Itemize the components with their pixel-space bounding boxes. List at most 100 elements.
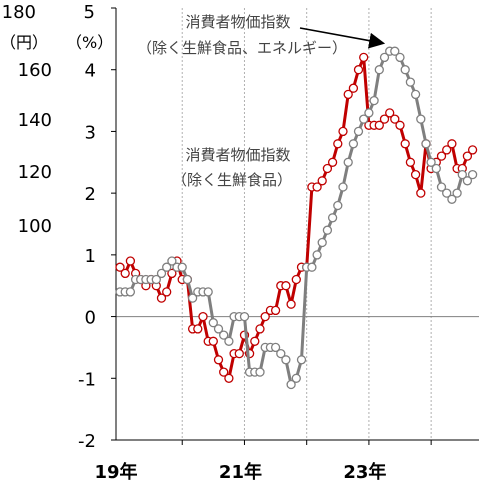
data-point xyxy=(436,151,447,161)
data-point xyxy=(260,311,270,322)
y-tick-label: 1 xyxy=(85,246,96,267)
left-axis-label-140: 140 xyxy=(18,110,52,131)
annotation-core-core-line1: 消費者物価指数 xyxy=(185,13,290,31)
data-point xyxy=(447,139,457,149)
data-point xyxy=(167,268,177,279)
y-tick-label: 2 xyxy=(85,184,96,205)
data-point xyxy=(467,169,478,180)
data-point xyxy=(462,151,473,161)
data-point xyxy=(286,379,296,390)
data-point xyxy=(343,89,353,100)
data-point xyxy=(156,268,167,279)
annotation-core-core: 消費者物価指数 （除く生鮮食品、エネルギー） xyxy=(137,13,386,57)
left-axis-label-180: 180 xyxy=(2,2,36,23)
data-point xyxy=(182,274,193,285)
data-point xyxy=(353,65,364,75)
data-point xyxy=(317,176,327,186)
data-point xyxy=(426,157,436,167)
data-point xyxy=(224,336,234,346)
data-point xyxy=(307,262,317,272)
x-tick-label: 19年 xyxy=(94,461,137,483)
data-point xyxy=(151,274,161,285)
data-point xyxy=(410,169,421,180)
y-tick-labels: -2 -1 0 1 2 3 4 xyxy=(78,61,96,452)
y-tick-label: 0 xyxy=(85,308,96,329)
data-point xyxy=(255,367,265,377)
data-point xyxy=(364,108,374,118)
series-line-core-core xyxy=(120,49,474,388)
left-axis-label-120: 120 xyxy=(18,162,52,183)
data-point xyxy=(286,299,296,309)
data-point xyxy=(291,274,301,285)
data-point xyxy=(198,311,208,322)
data-point xyxy=(405,157,416,167)
axes xyxy=(111,7,479,445)
data-point xyxy=(322,163,333,174)
data-point xyxy=(187,293,198,303)
series-core xyxy=(115,52,478,383)
data-point xyxy=(270,305,281,316)
data-point xyxy=(115,262,125,272)
y-tick-label: -2 xyxy=(78,431,96,452)
y-tick-label: 3 xyxy=(85,122,96,143)
series-layer xyxy=(115,46,478,390)
data-point xyxy=(374,65,384,75)
data-point xyxy=(348,83,359,93)
data-point xyxy=(281,281,291,291)
data-point xyxy=(385,108,395,118)
data-point xyxy=(338,126,348,137)
data-point xyxy=(219,330,229,340)
y-tick-label-5: 5 xyxy=(84,2,95,23)
data-point xyxy=(442,188,452,198)
data-point xyxy=(203,287,213,297)
x-tick-label: 23年 xyxy=(343,461,386,483)
data-point xyxy=(167,256,177,266)
annotation-core-line1: 消費者物価指数 xyxy=(185,146,290,164)
data-point xyxy=(208,336,218,346)
data-point xyxy=(390,46,400,56)
data-point xyxy=(431,163,441,174)
grid-lines xyxy=(181,8,432,440)
data-point xyxy=(219,367,229,377)
data-point xyxy=(224,373,234,383)
data-point xyxy=(239,311,250,322)
data-point xyxy=(322,225,333,235)
y-tick-label: -1 xyxy=(78,369,96,390)
data-point xyxy=(317,237,327,248)
data-point xyxy=(348,139,359,149)
data-point xyxy=(400,65,410,75)
data-point xyxy=(276,348,286,359)
data-point xyxy=(255,324,265,334)
data-point xyxy=(421,139,431,149)
data-point xyxy=(405,77,416,87)
data-point xyxy=(250,336,260,346)
data-point xyxy=(436,182,447,192)
data-point xyxy=(333,139,343,149)
data-point xyxy=(177,262,187,272)
series-core-core xyxy=(115,46,478,390)
annotation-core-core-line2: （除く生鮮食品、エネルギー） xyxy=(137,39,347,57)
annotation-core-line2: （除く生鮮食品） xyxy=(172,171,292,189)
data-point xyxy=(369,95,379,106)
series-line-core xyxy=(118,56,474,382)
right-axis-unit: （%） xyxy=(66,33,113,52)
left-axis-label-100: 100 xyxy=(18,216,52,237)
annotation-core: 消費者物価指数 （除く生鮮食品） xyxy=(172,146,292,189)
data-point xyxy=(343,157,353,167)
data-point xyxy=(400,139,410,149)
data-point xyxy=(162,287,172,297)
data-point xyxy=(162,262,172,272)
data-point xyxy=(281,355,291,365)
data-point xyxy=(416,188,426,198)
data-point xyxy=(312,250,322,260)
data-point xyxy=(416,114,426,124)
x-tick-label: 21年 xyxy=(219,461,262,483)
data-point xyxy=(457,169,467,180)
data-point xyxy=(447,194,457,204)
data-point xyxy=(395,120,405,130)
left-axis-unit: （円） xyxy=(0,33,48,52)
data-point xyxy=(333,200,343,211)
data-point xyxy=(379,52,390,63)
data-point xyxy=(213,355,224,365)
